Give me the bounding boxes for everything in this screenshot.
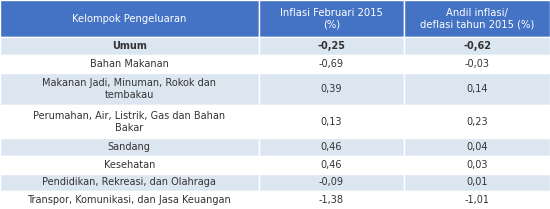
Bar bbox=[258, 173, 404, 191]
Text: Kelompok Pengeluaran: Kelompok Pengeluaran bbox=[72, 14, 186, 24]
Text: Bahan Makanan: Bahan Makanan bbox=[90, 59, 169, 69]
Bar bbox=[258, 106, 404, 138]
Bar bbox=[258, 156, 404, 173]
Text: 0,14: 0,14 bbox=[466, 84, 488, 94]
Bar bbox=[404, 191, 550, 209]
Text: 0,46: 0,46 bbox=[321, 160, 342, 170]
Bar bbox=[404, 55, 550, 73]
Bar bbox=[0, 73, 258, 106]
Bar bbox=[404, 37, 550, 55]
Bar bbox=[0, 0, 258, 37]
Bar bbox=[404, 106, 550, 138]
Bar bbox=[0, 156, 258, 173]
Bar bbox=[0, 173, 258, 191]
Text: -0,62: -0,62 bbox=[463, 41, 491, 51]
Bar bbox=[258, 138, 404, 156]
Bar bbox=[258, 55, 404, 73]
Text: 0,03: 0,03 bbox=[466, 160, 488, 170]
Text: 0,04: 0,04 bbox=[466, 142, 488, 152]
Text: -0,09: -0,09 bbox=[319, 177, 344, 187]
Text: Andil inflasi/
deflasi tahun 2015 (%): Andil inflasi/ deflasi tahun 2015 (%) bbox=[420, 8, 534, 30]
Bar bbox=[404, 156, 550, 173]
Text: Makanan Jadi, Minuman, Rokok dan
tembakau: Makanan Jadi, Minuman, Rokok dan tembaka… bbox=[42, 78, 216, 100]
Bar bbox=[258, 73, 404, 106]
Bar bbox=[258, 191, 404, 209]
Bar bbox=[0, 191, 258, 209]
Text: Inflasi Februari 2015
(%): Inflasi Februari 2015 (%) bbox=[280, 8, 383, 30]
Text: 0,46: 0,46 bbox=[321, 142, 342, 152]
Text: 0,13: 0,13 bbox=[321, 117, 342, 127]
Bar bbox=[0, 55, 258, 73]
Text: Kesehatan: Kesehatan bbox=[103, 160, 155, 170]
Text: 0,23: 0,23 bbox=[466, 117, 488, 127]
Text: 0,01: 0,01 bbox=[466, 177, 488, 187]
Bar bbox=[258, 37, 404, 55]
Text: -0,03: -0,03 bbox=[465, 59, 490, 69]
Text: Perumahan, Air, Listrik, Gas dan Bahan
Bakar: Perumahan, Air, Listrik, Gas dan Bahan B… bbox=[33, 111, 226, 133]
Bar bbox=[0, 106, 258, 138]
Text: Pendidikan, Rekreasi, dan Olahraga: Pendidikan, Rekreasi, dan Olahraga bbox=[42, 177, 216, 187]
Text: -1,38: -1,38 bbox=[319, 195, 344, 205]
Bar bbox=[404, 0, 550, 37]
Bar bbox=[404, 138, 550, 156]
Bar bbox=[404, 73, 550, 106]
Text: Transpor, Komunikasi, dan Jasa Keuangan: Transpor, Komunikasi, dan Jasa Keuangan bbox=[28, 195, 231, 205]
Text: 0,39: 0,39 bbox=[321, 84, 342, 94]
Bar bbox=[0, 138, 258, 156]
Bar bbox=[258, 0, 404, 37]
Text: -0,25: -0,25 bbox=[317, 41, 345, 51]
Bar bbox=[404, 173, 550, 191]
Text: Sandang: Sandang bbox=[108, 142, 151, 152]
Text: Umum: Umum bbox=[112, 41, 147, 51]
Text: -1,01: -1,01 bbox=[465, 195, 490, 205]
Bar bbox=[0, 37, 258, 55]
Text: -0,69: -0,69 bbox=[319, 59, 344, 69]
